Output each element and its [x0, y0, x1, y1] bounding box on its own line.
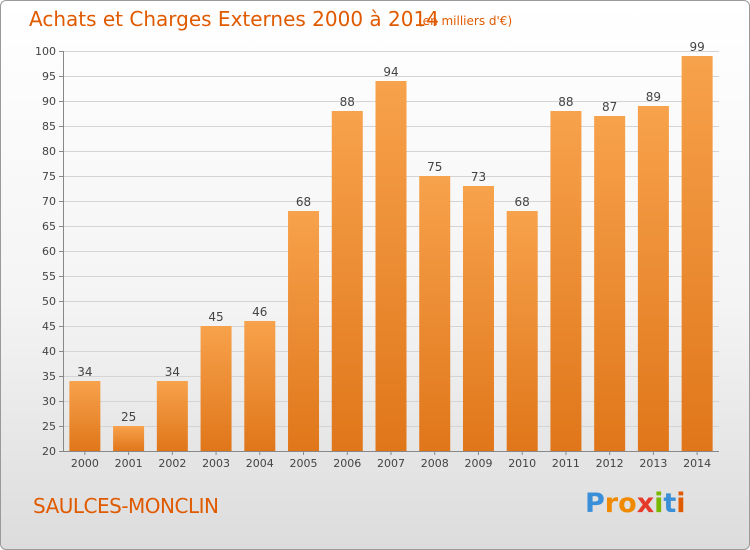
logo-letter: i: [676, 488, 686, 519]
x-tick-label: 2010: [508, 457, 536, 470]
x-tick-label: 2011: [552, 457, 580, 470]
bar: [331, 111, 363, 451]
y-tick-label: 45: [42, 320, 56, 333]
logo-letter: i: [654, 488, 664, 519]
bar: [419, 176, 451, 451]
bar: [375, 81, 407, 451]
x-tick-label: 2009: [464, 457, 492, 470]
chart-title: Achats et Charges Externes 2000 à 2014: [29, 7, 439, 31]
x-tick-label: 2000: [71, 457, 99, 470]
logo-letter: r: [604, 488, 619, 519]
bar-value-label: 75: [427, 160, 442, 174]
x-tick-label: 2006: [333, 457, 361, 470]
y-tick-label: 90: [42, 95, 56, 108]
bar: [506, 211, 538, 451]
bar: [550, 111, 582, 451]
x-tick-label: 2007: [377, 457, 405, 470]
y-tick-label: 70: [42, 195, 56, 208]
bar: [156, 381, 188, 451]
y-tick-label: 80: [42, 145, 56, 158]
bar-value-label: 88: [558, 95, 573, 109]
x-tick-label: 2012: [596, 457, 624, 470]
bar-value-label: 68: [296, 195, 311, 209]
y-tick-label: 75: [42, 170, 56, 183]
bar-value-label: 87: [602, 100, 617, 114]
bar: [681, 56, 713, 451]
x-tick-label: 2008: [421, 457, 449, 470]
logo-letter: P: [585, 488, 605, 519]
y-tick-label: 65: [42, 220, 56, 233]
bar-value-label: 45: [208, 310, 223, 324]
y-tick-label: 30: [42, 395, 56, 408]
x-tick-label: 2005: [290, 457, 318, 470]
y-tick-label: 40: [42, 345, 56, 358]
bar: [288, 211, 320, 451]
chart-unit: (en milliers d'€): [418, 14, 513, 28]
y-tick-label: 25: [42, 420, 56, 433]
y-tick-label: 85: [42, 120, 56, 133]
bar: [200, 326, 232, 451]
bar: [462, 186, 494, 451]
labels: 34 2000 25 2001 34 2002 45 2003 46 2004 68 2005 88 20…: [71, 40, 711, 470]
bar-value-label: 25: [121, 410, 136, 424]
y-tick-label: 50: [42, 295, 56, 308]
bar: [244, 321, 276, 451]
bar-value-label: 99: [689, 40, 704, 54]
y-tick-label: 95: [42, 70, 56, 83]
y-tick-label: 55: [42, 270, 56, 283]
bar-value-label: 89: [646, 90, 661, 104]
bar-value-label: 94: [383, 65, 398, 79]
x-tick-label: 2004: [246, 457, 274, 470]
bar-value-label: 68: [515, 195, 530, 209]
commune-name: SAULCES-MONCLIN: [33, 494, 219, 518]
y-tick-label: 60: [42, 245, 56, 258]
logo-letter: o: [618, 488, 637, 519]
bar-value-label: 88: [340, 95, 355, 109]
x-tick-label: 2003: [202, 457, 230, 470]
bar: [113, 426, 145, 451]
logo-letter: x: [636, 488, 655, 519]
proxiti-logo: Proxiti: [585, 488, 686, 519]
x-tick-label: 2002: [158, 457, 186, 470]
y-tick-label: 35: [42, 370, 56, 383]
bars: [69, 56, 713, 451]
bar: [637, 106, 669, 451]
bar: [594, 116, 626, 451]
x-tick-label: 2014: [683, 457, 711, 470]
bar-value-label: 46: [252, 305, 267, 319]
bar: [69, 381, 101, 451]
y-tick-label: 20: [42, 445, 56, 458]
bar-value-label: 34: [165, 365, 180, 379]
logo-letter: t: [663, 488, 677, 519]
bar-value-label: 73: [471, 170, 486, 184]
x-tick-label: 2001: [115, 457, 143, 470]
axes: 20 25 30 35 40 45 50 55 60 65 70 75 80 85 90 95 100: [35, 45, 719, 458]
bar-value-label: 34: [77, 365, 92, 379]
x-tick-label: 2013: [639, 457, 667, 470]
y-tick-label: 100: [35, 45, 56, 58]
